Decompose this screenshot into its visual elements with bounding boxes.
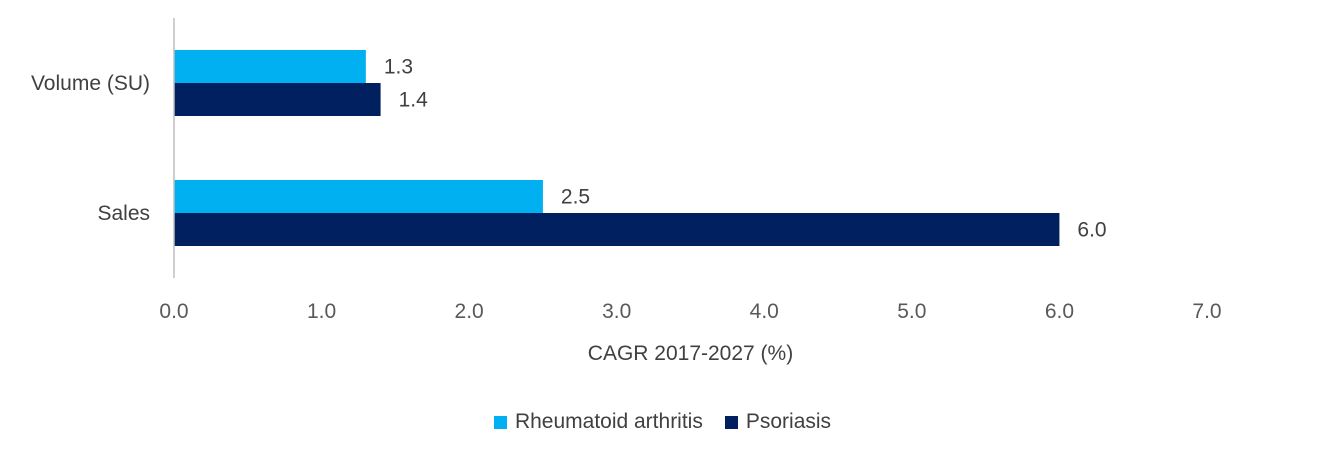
- x-tick-label: 4.0: [750, 300, 779, 323]
- category-label: Volume (SU): [31, 72, 150, 95]
- legend-swatch: [493, 415, 507, 429]
- legend-item: Rheumatoid arthritis: [493, 410, 703, 434]
- x-axis-title: CAGR 2017-2027 (%): [588, 342, 793, 365]
- data-label: 6.0: [1077, 219, 1106, 242]
- x-tick-label: 5.0: [897, 300, 926, 323]
- legend: Rheumatoid arthritis Psoriasis: [0, 410, 1325, 434]
- legend-label: Psoriasis: [745, 410, 832, 433]
- bar-sales-psoriasis: [174, 213, 1060, 246]
- data-label: 1.3: [384, 56, 413, 79]
- data-label: 2.5: [561, 186, 590, 209]
- bar-volume-su--psoriasis: [174, 83, 381, 116]
- x-tick-label: 3.0: [602, 300, 631, 323]
- bar-sales-rheumatoid-arthritis: [174, 180, 543, 213]
- bar-chart: 1.3 1.4 2.5 6.0 Volume (SU) Sales 0.0 1.0 2.0 3…: [31, 18, 1222, 365]
- data-label: 1.4: [399, 89, 429, 112]
- legend-swatch: [724, 415, 738, 429]
- x-tick-labels: 0.0 1.0 2.0 3.0 4.0 5.0 6.0 7.0: [159, 300, 1221, 323]
- bar-volume-su--rheumatoid-arthritis: [174, 50, 366, 83]
- category-label: Sales: [97, 202, 150, 225]
- category-labels: Volume (SU) Sales: [31, 72, 150, 225]
- legend-label: Rheumatoid arthritis: [514, 410, 703, 433]
- x-tick-label: 7.0: [1192, 300, 1221, 323]
- legend-item: Psoriasis: [724, 410, 832, 434]
- x-tick-label: 2.0: [455, 300, 484, 323]
- x-tick-label: 6.0: [1045, 300, 1074, 323]
- x-tick-label: 0.0: [159, 300, 188, 323]
- x-tick-label: 1.0: [307, 300, 336, 323]
- bars-group: 1.3 1.4 2.5 6.0: [174, 50, 1107, 246]
